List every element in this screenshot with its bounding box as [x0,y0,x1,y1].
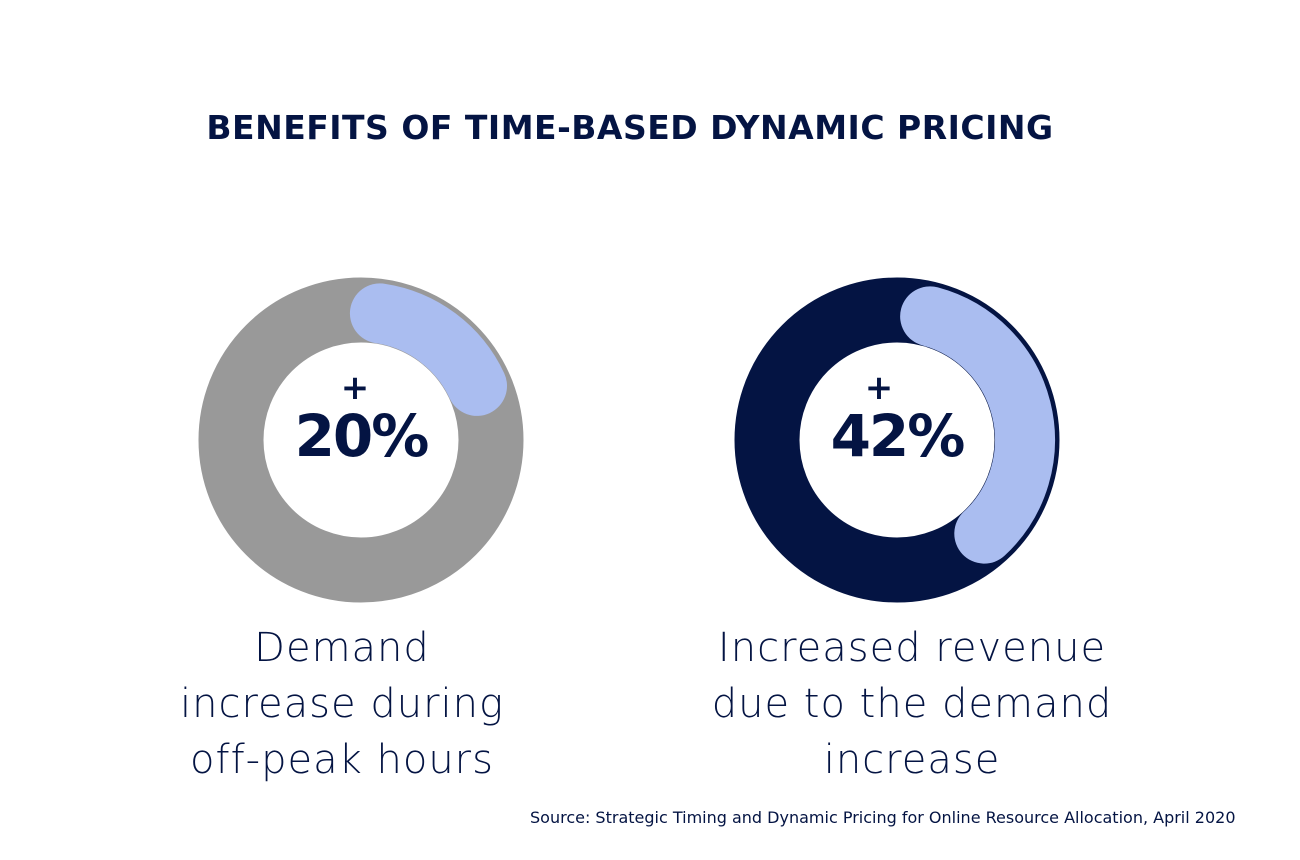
plus-sign-demand: + [340,368,370,408]
value-label-demand: 20% [294,402,430,470]
caption-line: off-peak hours [190,737,494,783]
caption-line: Increased revenue [717,625,1107,671]
donut-arc-revenue [900,286,1055,564]
caption-demand: Demand increase during off-peak hours [142,620,542,788]
caption-line: due to the demand [711,681,1113,727]
chart-title: BENEFITS OF TIME-BASED DYNAMIC PRICING [206,108,1054,147]
plus-sign-revenue: + [864,368,894,408]
donut-arc-demand [349,283,508,416]
value-label-revenue: 42% [830,402,966,470]
caption-line: Demand [254,625,430,671]
caption-line: increase [823,737,1001,783]
source-note: Source: Strategic Timing and Dynamic Pri… [530,808,1236,827]
caption-revenue: Increased revenue due to the demand incr… [662,620,1162,788]
caption-line: increase during [180,681,504,727]
